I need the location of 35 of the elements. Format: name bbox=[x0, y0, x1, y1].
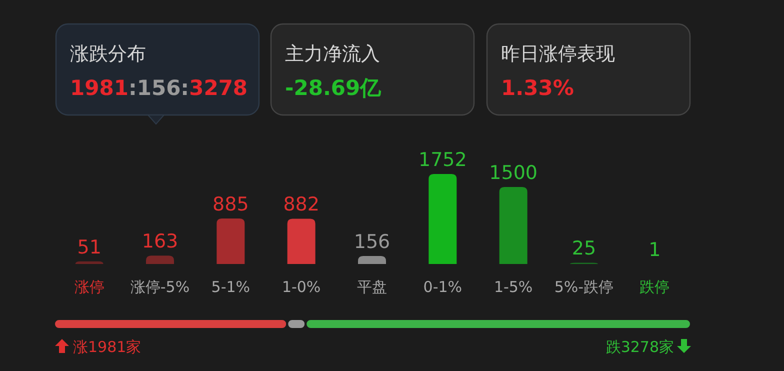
text: 1981 bbox=[70, 76, 128, 100]
data-label: 156 bbox=[354, 230, 390, 253]
x-tick-label: 1-0% bbox=[282, 278, 321, 296]
x-tick-label: 平盘 bbox=[357, 278, 387, 296]
text: 涨跌分布 bbox=[70, 43, 146, 65]
text: :156: bbox=[128, 76, 190, 100]
x-tick-label: 5%-跌停 bbox=[554, 278, 614, 296]
bar bbox=[75, 261, 104, 264]
text: -28.69亿 bbox=[285, 76, 382, 100]
x-tick-label: 0-1% bbox=[423, 278, 462, 296]
bar bbox=[358, 256, 386, 264]
bar bbox=[428, 174, 457, 264]
data-label: 1500 bbox=[489, 162, 538, 184]
x-tick-label: 跌停 bbox=[640, 278, 670, 296]
bar bbox=[287, 218, 316, 264]
data-label: 882 bbox=[283, 194, 320, 216]
bar bbox=[146, 256, 174, 264]
text: 跌3278家 bbox=[606, 338, 674, 356]
x-tick-label: 涨停-5% bbox=[130, 278, 190, 296]
data-label: 163 bbox=[142, 230, 178, 253]
data-label: 51 bbox=[77, 236, 102, 258]
x-tick-label: 1-5% bbox=[494, 278, 533, 296]
data-label: 885 bbox=[212, 194, 249, 216]
text: 主力净流入 bbox=[285, 43, 380, 65]
x-tick-label: 5-1% bbox=[211, 278, 250, 296]
text: 昨日涨停表现 bbox=[501, 43, 615, 65]
text: 1.33% bbox=[501, 76, 574, 100]
data-label: 1 bbox=[648, 238, 661, 261]
bar bbox=[499, 186, 528, 264]
data-label: 25 bbox=[572, 238, 596, 260]
x-tick-label: 涨停 bbox=[74, 278, 104, 296]
data-label: 1752 bbox=[418, 149, 467, 171]
text: 涨1981家 bbox=[73, 338, 142, 356]
text: 3278 bbox=[189, 76, 248, 100]
bar bbox=[216, 218, 245, 264]
